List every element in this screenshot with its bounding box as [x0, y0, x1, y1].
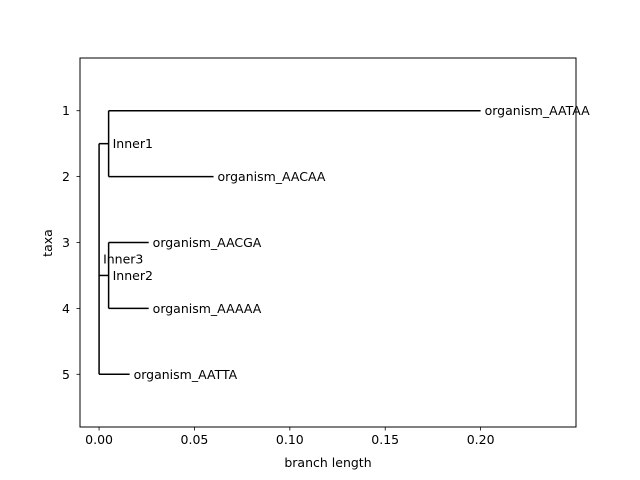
y-tick-label: 5	[62, 367, 70, 382]
y-tick-label: 2	[62, 169, 70, 184]
y-axis-ticks: 1 2 3 4 5	[62, 103, 80, 382]
y-tick-label: 4	[62, 301, 70, 316]
x-axis-label: branch length	[284, 455, 371, 470]
x-tick-label: 0.00	[85, 432, 113, 447]
leaf-label-organism_AAAAA: organism_AAAAA	[153, 301, 262, 316]
node-label-Inner3: Inner3	[103, 251, 143, 266]
y-tick-label: 1	[62, 103, 70, 118]
tree-branches	[98, 109, 481, 376]
x-tick-label: 0.15	[371, 432, 399, 447]
y-tick-label: 3	[62, 235, 70, 250]
x-tick-label: 0.05	[181, 432, 209, 447]
node-label-Inner2: Inner2	[113, 268, 153, 283]
x-tick-label: 0.20	[467, 432, 495, 447]
y-axis-label: taxa	[40, 229, 55, 257]
x-axis-ticks: 0.00 0.05 0.10 0.15 0.20	[85, 427, 495, 447]
node-label-Inner1: Inner1	[113, 136, 153, 151]
leaf-label-organism_AACAA: organism_AACAA	[218, 169, 326, 184]
x-tick-label: 0.10	[276, 432, 304, 447]
node-labels: organism_AATAA organism_AACAA organism_AAC…	[103, 103, 590, 382]
leaf-label-organism_AATTA: organism_AATTA	[134, 367, 238, 382]
leaf-label-organism_AATAA: organism_AATAA	[485, 103, 591, 118]
leaf-label-organism_AACGA: organism_AACGA	[153, 235, 262, 250]
